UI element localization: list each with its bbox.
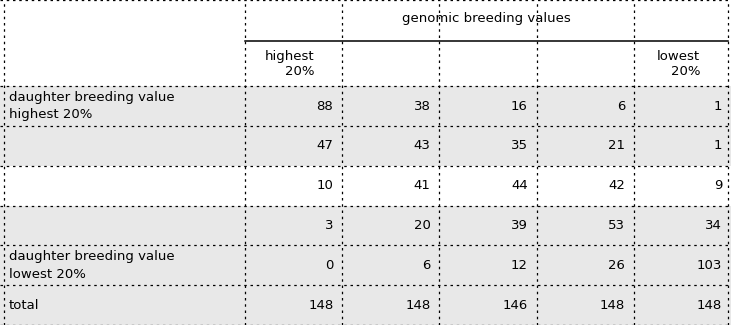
Bar [0,206,731,245]
Text: 42: 42 [608,179,625,192]
Bar [0,285,731,325]
Text: lowest
20%: lowest 20% [657,50,700,78]
Text: highest 20%: highest 20% [9,108,92,121]
Text: 47: 47 [317,139,333,152]
Text: total: total [9,299,39,312]
Text: 1: 1 [713,99,722,112]
Text: 0: 0 [325,259,333,272]
Text: 88: 88 [317,99,333,112]
Text: highest
20%: highest 20% [265,50,314,78]
Text: 10: 10 [317,179,333,192]
Text: 6: 6 [423,259,431,272]
Text: 148: 148 [697,299,722,312]
Text: 148: 148 [308,299,333,312]
Bar [0,86,731,126]
Text: 9: 9 [714,179,722,192]
Text: genomic breeding values: genomic breeding values [402,12,571,25]
Text: daughter breeding value: daughter breeding value [9,250,175,263]
Text: 41: 41 [414,179,431,192]
Text: 43: 43 [414,139,431,152]
Text: 148: 148 [405,299,431,312]
Text: 3: 3 [325,219,333,232]
Text: lowest 20%: lowest 20% [9,267,86,280]
Text: 16: 16 [511,99,528,112]
Text: 21: 21 [608,139,625,152]
Text: 20: 20 [414,219,431,232]
Bar [0,126,731,166]
Text: 35: 35 [511,139,528,152]
Text: 38: 38 [414,99,431,112]
Text: 146: 146 [502,299,528,312]
Text: daughter breeding value: daughter breeding value [9,91,175,104]
Text: 12: 12 [511,259,528,272]
Text: 1: 1 [713,139,722,152]
Text: 26: 26 [608,259,625,272]
Text: 103: 103 [697,259,722,272]
Text: 53: 53 [608,219,625,232]
Text: 39: 39 [511,219,528,232]
Text: 44: 44 [511,179,528,192]
Bar [0,245,731,285]
Text: 34: 34 [705,219,722,232]
Text: 6: 6 [617,99,625,112]
Text: 148: 148 [599,299,625,312]
